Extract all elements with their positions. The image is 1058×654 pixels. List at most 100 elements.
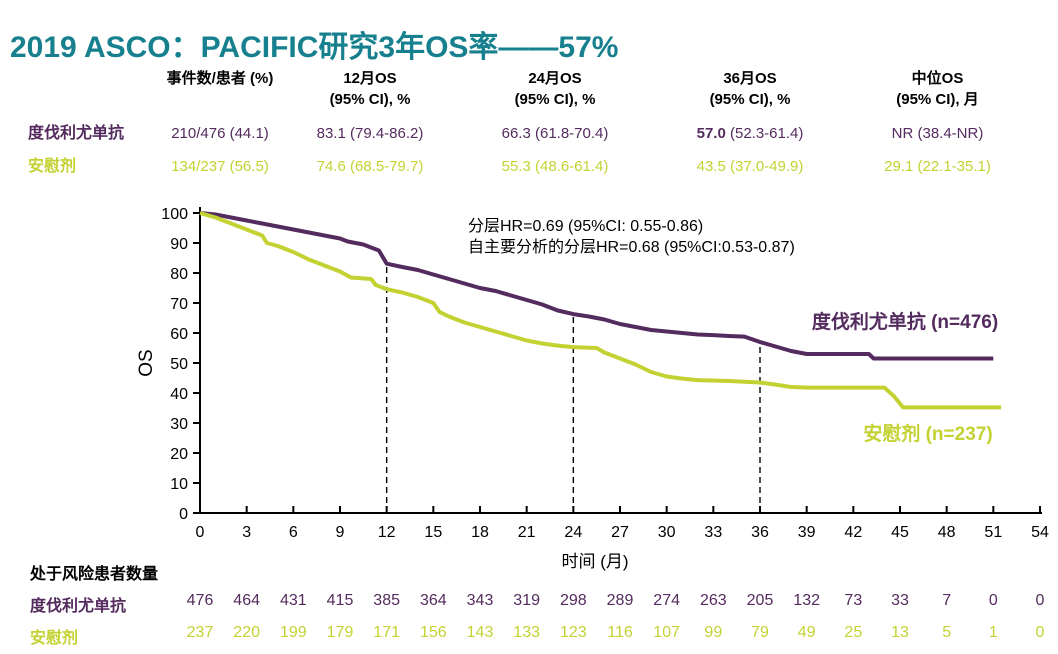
x-tick-label: 30	[658, 524, 676, 541]
x-tick-label: 18	[471, 524, 489, 541]
x-tick-label: 33	[704, 524, 722, 541]
summary-table: 事件数/患者 (%) 12月OS (95% CI), % 24月OS (95% CI…	[28, 64, 1030, 188]
at-risk-value: 237	[186, 624, 214, 641]
hr-annotation: 分层HR=0.69 (95%CI: 0.55-0.86)	[468, 217, 703, 235]
x-tick-label: 27	[611, 524, 629, 541]
x-tick-label: 54	[1031, 524, 1049, 541]
summary-cell: 57.0 (52.3-61.4)	[696, 125, 804, 142]
summary-header-0	[28, 64, 155, 122]
y-tick-label: 90	[170, 236, 188, 253]
summary-cell: 66.3 (61.8-70.4)	[501, 125, 609, 142]
at-risk-value: 132	[793, 592, 820, 609]
x-tick-label: 24	[564, 524, 582, 541]
summary-row-label: 安慰剂	[28, 158, 77, 175]
at-risk-value: 364	[419, 592, 447, 609]
at-risk-value: 73	[844, 592, 863, 609]
curve-label-placebo: 安慰剂 (n=237)	[863, 422, 992, 445]
summary-cell: 74.6 (68.5-79.7)	[316, 158, 424, 175]
at-risk-value: 0	[1035, 624, 1045, 641]
at-risk-value: 143	[466, 624, 494, 641]
at-risk-value: 0	[1035, 592, 1045, 609]
at-risk-row-placebo: 安慰剂 237 220 199 179 171 156 143 133 123 116 107 99 79…	[0, 624, 1058, 648]
at-risk-value: 220	[233, 624, 260, 641]
at-risk-value: 25	[844, 624, 863, 641]
x-axis-label: 时间 (月)	[561, 552, 628, 571]
x-tick-label: 21	[518, 524, 536, 541]
summary-row-label: 度伐利尤单抗	[28, 125, 125, 142]
x-tick-label: 12	[378, 524, 396, 541]
at-risk-value: 298	[559, 592, 587, 609]
curve-label-durvalumab: 度伐利尤单抗 (n=476)	[812, 310, 998, 333]
y-tick-label: 80	[170, 266, 188, 283]
x-tick-label: 15	[424, 524, 442, 541]
at-risk-value: 5	[942, 624, 952, 641]
y-tick-label: 50	[170, 356, 188, 373]
at-risk-value: 116	[607, 624, 633, 641]
at-risk-row-label: 度伐利尤单抗	[30, 598, 127, 615]
at-risk-value: 431	[279, 592, 307, 609]
at-risk-value: 99	[704, 624, 723, 641]
y-tick-label: 0	[179, 506, 188, 523]
x-tick-label: 3	[242, 524, 251, 541]
at-risk-row-durvalumab: 度伐利尤单抗 476 464 431 415 385 364 343 319 298 289 274 2…	[0, 592, 1058, 616]
y-tick-label: 60	[170, 326, 188, 343]
y-tick-label: 20	[170, 446, 188, 463]
curve-placebo	[199, 211, 1002, 410]
x-tick-label: 0	[196, 524, 205, 541]
y-tick-label: 30	[170, 416, 188, 433]
y-axis-label: OS	[136, 349, 157, 376]
summary-cell: 43.5 (37.0-49.9)	[696, 158, 804, 175]
at-risk-value: 289	[606, 592, 634, 609]
summary-header-4: 36月OS (95% CI), %	[709, 70, 791, 108]
at-risk-value: 123	[559, 624, 587, 641]
page-title: 2019 ASCO：PACIFIC研究3年OS率——57%	[10, 31, 619, 65]
at-risk-value: 415	[326, 592, 354, 609]
at-risk-value: 476	[186, 592, 214, 609]
at-risk-value: 171	[373, 624, 400, 641]
summary-header-1: 事件数/患者 (%)	[166, 70, 274, 87]
at-risk-value: 13	[891, 624, 909, 641]
x-tick-label: 6	[289, 524, 298, 541]
at-risk-value: 7	[942, 592, 952, 609]
summary-cell: 210/476 (44.1)	[171, 125, 269, 142]
at-risk-value: 49	[797, 624, 816, 641]
summary-cell: NR (38.4-NR)	[891, 125, 984, 142]
at-risk-value: 263	[699, 592, 727, 609]
at-risk-value: 385	[373, 592, 400, 609]
at-risk-value: 274	[653, 592, 680, 609]
y-tick-label: 40	[170, 386, 188, 403]
at-risk-value: 205	[746, 592, 774, 609]
x-tick-label: 42	[844, 524, 862, 541]
hr-annotation: 自主要分析的分层HR=0.68 (95%CI:0.53-0.87)	[468, 238, 795, 256]
y-tick-label: 100	[161, 206, 188, 223]
at-risk-value: 179	[326, 624, 354, 641]
x-tick-label: 48	[938, 524, 956, 541]
summary-cell: 55.3 (48.6-61.4)	[501, 158, 609, 175]
summary-cell: 134/237 (56.5)	[171, 158, 269, 175]
at-risk-value: 0	[988, 592, 998, 609]
at-risk-value: 343	[466, 592, 494, 609]
at-risk-value: 33	[891, 592, 909, 609]
y-tick-label: 70	[170, 296, 188, 313]
x-tick-label: 51	[984, 524, 1002, 541]
summary-header-2: 12月OS (95% CI), %	[329, 70, 411, 108]
at-risk-value: 1	[988, 624, 998, 641]
x-tick-label: 39	[798, 524, 816, 541]
at-risk-row-label: 安慰剂	[30, 630, 79, 647]
x-tick-label: 45	[891, 524, 909, 541]
x-tick-label: 36	[751, 524, 769, 541]
at-risk-title: 处于风险患者数量	[30, 566, 159, 583]
summary-cell: 83.1 (79.4-86.2)	[316, 125, 424, 142]
at-risk-value: 319	[513, 592, 540, 609]
at-risk-value: 464	[233, 592, 260, 609]
curve-durvalumab	[199, 211, 994, 361]
summary-header-5: 中位OS (95% CI), 月	[896, 70, 979, 108]
at-risk-value: 156	[419, 624, 447, 641]
summary-cell: 29.1 (22.1-35.1)	[884, 158, 991, 175]
y-tick-label: 10	[170, 476, 188, 493]
at-risk-value: 133	[513, 624, 540, 641]
at-risk-value: 107	[653, 624, 680, 641]
summary-header-3: 24月OS (95% CI), %	[514, 70, 596, 108]
